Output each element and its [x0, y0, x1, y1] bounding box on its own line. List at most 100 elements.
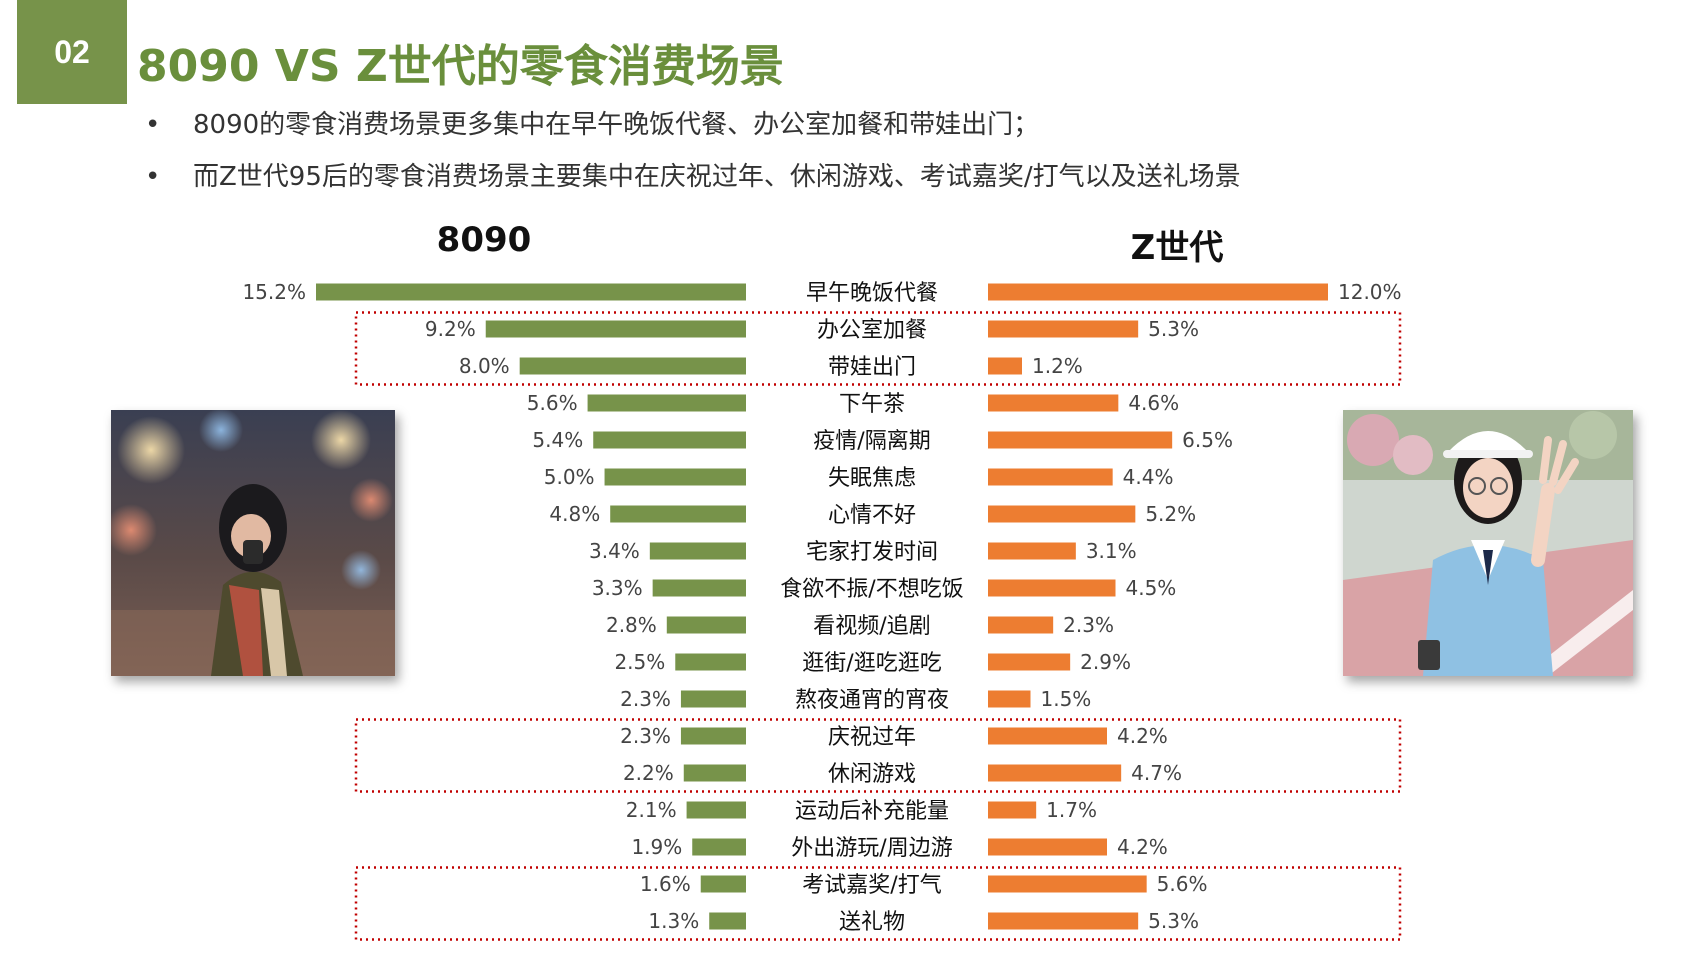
data-label-8090: 1.6% — [640, 872, 691, 896]
category-label: 心情不好 — [828, 503, 916, 528]
category-label: 运动后补充能量 — [795, 799, 949, 824]
data-label-8090: 4.8% — [549, 502, 600, 526]
bullet-dot-icon: • — [145, 110, 161, 140]
bar-z — [988, 801, 1037, 819]
data-label-z: 5.6% — [1157, 872, 1208, 896]
bar-z — [988, 505, 1136, 523]
data-label-8090: 1.9% — [631, 835, 682, 859]
data-label-8090: 2.3% — [620, 724, 671, 748]
bar-8090 — [610, 505, 746, 523]
data-label-z: 1.5% — [1041, 687, 1092, 711]
bar-8090 — [485, 320, 746, 338]
bar-z — [988, 579, 1116, 597]
bar-8090 — [316, 283, 746, 301]
bar-z — [988, 283, 1328, 301]
bar-8090 — [692, 838, 746, 856]
bar-8090 — [652, 579, 746, 597]
slide-title: 8090 VS Z世代的零食消费场景 — [137, 41, 784, 92]
data-label-z: 3.1% — [1086, 539, 1137, 563]
data-label-z: 4.7% — [1131, 761, 1182, 785]
data-label-8090: 8.0% — [459, 354, 510, 378]
bar-8090 — [683, 764, 746, 782]
photo-girl-blue-shirt — [1343, 410, 1633, 676]
bar-z — [988, 542, 1076, 560]
data-label-z: 5.2% — [1145, 502, 1196, 526]
category-label: 宅家打发时间 — [806, 540, 938, 565]
bar-8090 — [700, 875, 746, 893]
data-label-z: 1.2% — [1032, 354, 1083, 378]
data-label-8090: 2.5% — [614, 650, 665, 674]
data-label-8090: 3.4% — [589, 539, 640, 563]
data-label-8090: 9.2% — [425, 317, 476, 341]
bar-z — [988, 468, 1113, 486]
data-label-z: 4.6% — [1128, 391, 1179, 415]
category-label: 早午晚饭代餐 — [806, 281, 938, 306]
bar-8090 — [593, 431, 746, 449]
bar-z — [988, 320, 1139, 338]
data-label-z: 2.9% — [1080, 650, 1131, 674]
bullet-dot-icon: • — [145, 162, 161, 192]
bar-z — [988, 690, 1031, 708]
data-label-z: 5.3% — [1148, 909, 1199, 933]
data-label-8090: 2.2% — [623, 761, 674, 785]
series-header-8090: 8090 — [436, 220, 532, 260]
bullet-2: • 而Z世代95后的零食消费场景主要集中在庆祝过年、休闲游戏、考试嘉奖/打气以及送… — [145, 156, 1241, 193]
section-number: 02 — [17, 0, 127, 104]
category-label: 熬夜通宵的宵夜 — [795, 688, 949, 713]
category-label: 逛街/逛吃逛吃 — [802, 651, 941, 676]
bar-z — [988, 653, 1071, 671]
highlight-box-1 — [354, 311, 1402, 386]
category-label: 带娃出门 — [828, 355, 916, 380]
bullet-1-text: 8090的零食消费场景更多集中在早午晚饭代餐、办公室加餐和带娃出门； — [193, 110, 1040, 140]
bar-z — [988, 357, 1022, 375]
data-label-z: 6.5% — [1182, 428, 1233, 452]
bar-8090 — [680, 690, 746, 708]
bar-z — [988, 727, 1107, 745]
bar-z — [988, 431, 1173, 449]
bar-8090 — [604, 468, 746, 486]
data-label-z: 1.7% — [1046, 798, 1097, 822]
data-label-z: 12.0% — [1338, 280, 1402, 304]
data-label-z: 2.3% — [1063, 613, 1114, 637]
data-label-8090: 1.3% — [648, 909, 699, 933]
data-label-z: 4.2% — [1117, 724, 1168, 748]
bar-8090 — [680, 727, 746, 745]
data-label-8090: 3.3% — [592, 576, 643, 600]
category-label: 考试嘉奖/打气 — [802, 873, 941, 898]
data-label-z: 4.5% — [1126, 576, 1177, 600]
bar-8090 — [675, 653, 746, 671]
bar-z — [988, 838, 1107, 856]
data-label-z: 4.2% — [1117, 835, 1168, 859]
data-label-8090: 5.0% — [544, 465, 595, 489]
category-label: 休闲游戏 — [828, 762, 916, 787]
series-header-z: Z世代 — [1130, 228, 1224, 268]
data-label-8090: 5.4% — [532, 428, 583, 452]
category-label: 疫情/隔离期 — [813, 429, 930, 454]
category-label: 送礼物 — [839, 910, 905, 935]
bar-8090 — [519, 357, 746, 375]
data-label-8090: 15.2% — [242, 280, 306, 304]
bar-8090 — [686, 801, 746, 819]
data-label-8090: 2.8% — [606, 613, 657, 637]
bar-8090 — [649, 542, 746, 560]
category-label: 庆祝过年 — [828, 725, 916, 750]
data-label-8090: 2.3% — [620, 687, 671, 711]
data-label-8090: 2.1% — [626, 798, 677, 822]
bullet-1: • 8090的零食消费场景更多集中在早午晚饭代餐、办公室加餐和带娃出门； — [145, 104, 1039, 141]
data-label-z: 4.4% — [1123, 465, 1174, 489]
data-label-8090: 5.6% — [527, 391, 578, 415]
category-label: 外出游玩/周边游 — [791, 836, 952, 861]
bullet-2-text: 而Z世代95后的零食消费场景主要集中在庆祝过年、休闲游戏、考试嘉奖/打气以及送礼… — [193, 162, 1241, 192]
bar-z — [988, 394, 1119, 412]
category-label: 失眠焦虑 — [828, 466, 916, 491]
category-label: 食欲不振/不想吃饭 — [780, 577, 963, 602]
bar-z — [988, 912, 1139, 930]
category-label: 看视频/追剧 — [813, 614, 930, 639]
bar-8090 — [709, 912, 746, 930]
highlight-box-2 — [354, 718, 1402, 793]
highlight-box-3 — [354, 866, 1402, 941]
category-label: 下午茶 — [839, 392, 905, 417]
bar-z — [988, 764, 1122, 782]
bar-8090 — [587, 394, 746, 412]
